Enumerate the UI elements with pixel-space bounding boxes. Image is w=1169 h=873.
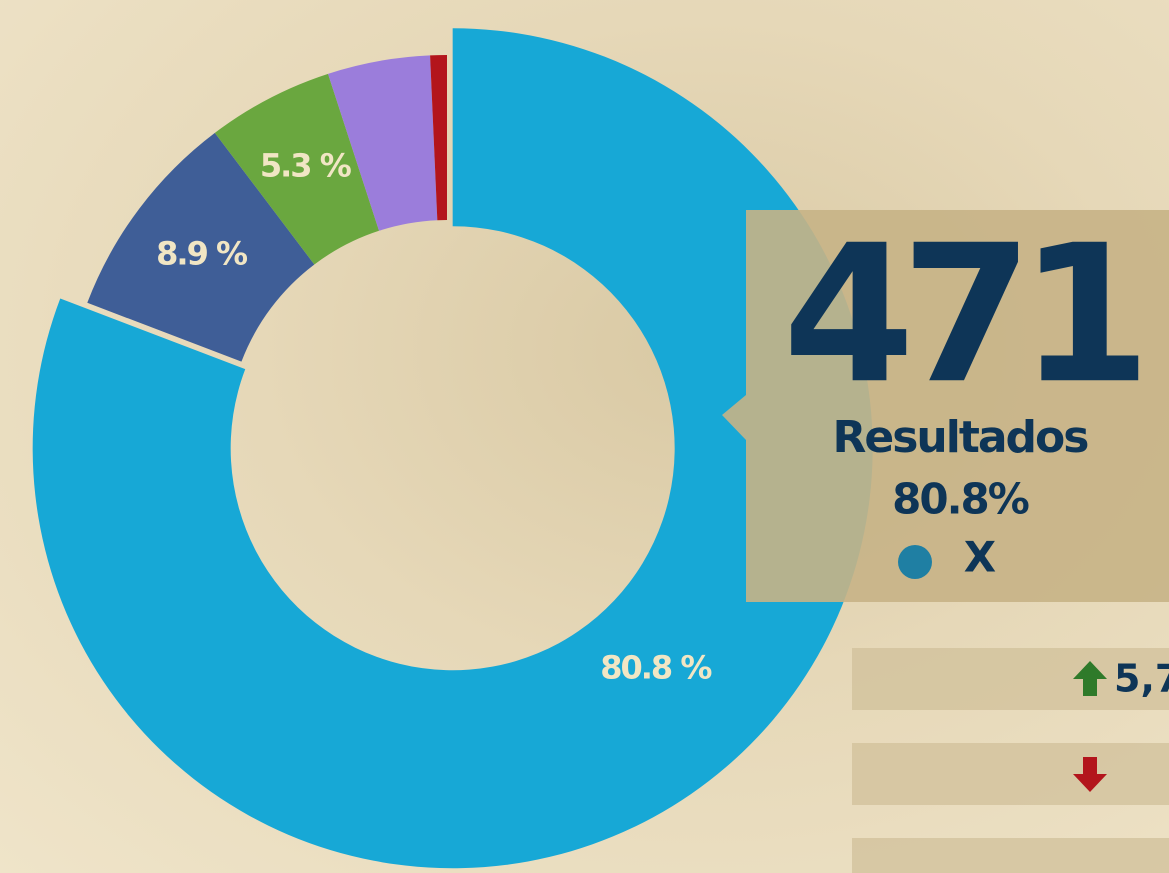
tooltip-percent: 80.8% xyxy=(892,475,1029,524)
side-box xyxy=(852,838,1169,873)
side-boxes: 5,7 xyxy=(852,648,1169,873)
data-label: 8.9 % xyxy=(156,234,248,272)
side-box xyxy=(852,648,1169,710)
tooltip-category: X xyxy=(964,533,996,582)
arrow-up xyxy=(1073,661,1107,696)
donut-segment xyxy=(87,132,315,362)
data-label: 80.8 % xyxy=(600,648,712,686)
arrow-down xyxy=(1073,757,1107,792)
side-box-text: 5,7 xyxy=(1114,657,1169,701)
tooltip-swatch xyxy=(898,545,932,579)
donut-segment xyxy=(214,73,380,265)
donut: 80.8 % 8.9 % 5.3 % xyxy=(32,28,873,869)
donut-segment xyxy=(32,28,873,869)
donut-segment xyxy=(430,55,447,221)
donut-segment xyxy=(328,55,438,231)
tooltip-box xyxy=(746,210,1169,602)
tooltip-value: 471 xyxy=(783,204,1139,425)
side-box xyxy=(852,743,1169,805)
data-label: 5.3 % xyxy=(260,146,352,184)
tooltip-label: Resultados xyxy=(833,412,1089,463)
tooltip-pointer xyxy=(722,395,746,440)
